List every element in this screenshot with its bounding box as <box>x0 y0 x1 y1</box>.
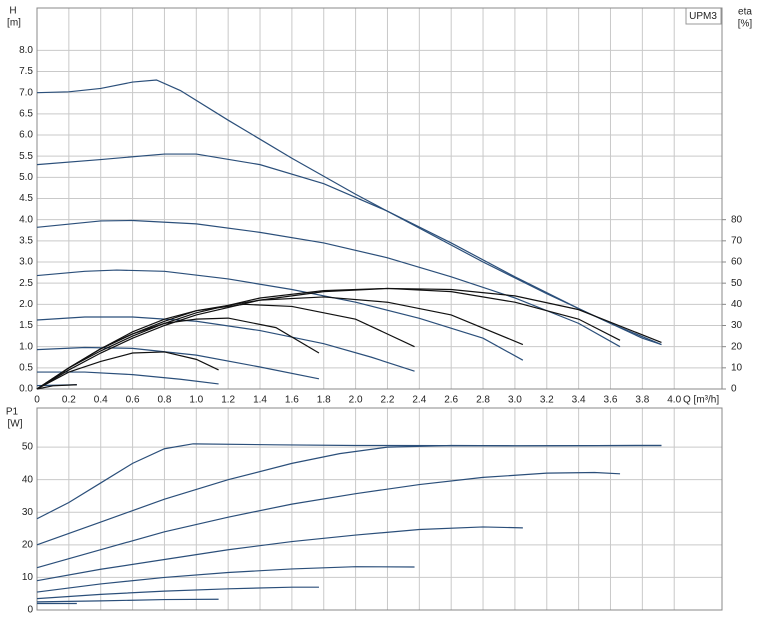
y-tick-label: 1.5 <box>19 320 33 331</box>
x-tick-label: 2.0 <box>349 395 363 406</box>
y-tick-label: 0.5 <box>19 362 33 373</box>
y2-tick-label: 40 <box>731 299 743 310</box>
y2-tick-label: 30 <box>731 320 743 331</box>
y-tick-label: 6.5 <box>19 108 33 119</box>
x-tick-label: 0.4 <box>94 395 108 406</box>
x-tick-label: 0.2 <box>62 395 76 406</box>
h-axis-label: H <box>9 6 16 17</box>
x-tick-label: 2.8 <box>476 395 490 406</box>
x-tick-label: 4.0 <box>667 395 681 406</box>
x-tick-label: 1.6 <box>285 395 299 406</box>
p1-axis-label: P1 <box>6 407 19 418</box>
y2-tick-label: 50 <box>731 278 743 289</box>
y-tick-label: 3.0 <box>19 257 33 268</box>
y-tick-label: 40 <box>22 474 34 485</box>
y-tick-label: 7.0 <box>19 87 33 98</box>
curve <box>36 471 621 569</box>
plot-frame <box>36 7 723 390</box>
y-tick-label: 0 <box>27 605 33 616</box>
x-tick-label: 1.4 <box>253 395 267 406</box>
x-tick-label: 3.2 <box>540 395 554 406</box>
y-tick-label: 10 <box>22 572 34 583</box>
curve <box>36 384 77 390</box>
y2-tick-label: 80 <box>731 214 743 225</box>
y2-tick-label: 0 <box>731 384 737 395</box>
x-tick-label: 0 <box>34 395 40 406</box>
x-tick-label: 3.0 <box>508 395 522 406</box>
eta-axis-label: eta <box>738 7 752 18</box>
y-tick-label: 50 <box>22 442 34 453</box>
plot-frame <box>36 407 723 611</box>
y-tick-label: 5.0 <box>19 172 33 183</box>
y2-tick-label: 60 <box>731 257 743 268</box>
y-tick-label: 20 <box>22 539 34 550</box>
x-tick-label: 1.8 <box>317 395 331 406</box>
curve <box>36 316 415 372</box>
curve <box>36 598 219 603</box>
curve <box>36 219 621 348</box>
x-tick-label: 2.4 <box>412 395 426 406</box>
y2-tick-label: 20 <box>731 341 743 352</box>
curve <box>36 269 524 361</box>
y-tick-label: 2.5 <box>19 278 33 289</box>
y-tick-label: 5.5 <box>19 151 33 162</box>
y2-tick-label: 10 <box>731 362 743 373</box>
curve <box>36 444 662 546</box>
x-tick-label: 1.0 <box>189 395 203 406</box>
y-tick-label: 4.0 <box>19 214 33 225</box>
x-tick-label: 0.6 <box>126 395 140 406</box>
x-axis-label: Q [m³/h] <box>683 395 719 406</box>
x-tick-label: 2.2 <box>381 395 395 406</box>
curve <box>36 317 320 390</box>
eta-axis-unit: [%] <box>738 19 753 30</box>
y-tick-label: 3.5 <box>19 235 33 246</box>
curve <box>36 566 415 593</box>
curve <box>36 351 219 390</box>
y-tick-label: 0.0 <box>19 384 33 395</box>
x-tick-label: 2.6 <box>444 395 458 406</box>
h-axis-unit: [m] <box>7 18 21 29</box>
p1-axis-unit: [W] <box>8 419 23 430</box>
y-tick-label: 7.5 <box>19 66 33 77</box>
y-tick-label: 30 <box>22 507 34 518</box>
model-label: UPM3 <box>689 11 717 22</box>
x-tick-label: 1.2 <box>221 395 235 406</box>
y-tick-label: 2.0 <box>19 299 33 310</box>
curve <box>36 287 621 390</box>
y-tick-label: 8.0 <box>19 45 33 56</box>
x-tick-label: 0.8 <box>157 395 171 406</box>
curve <box>36 586 319 600</box>
x-tick-label: 3.6 <box>604 395 618 406</box>
x-tick-label: 3.4 <box>572 395 586 406</box>
curve <box>36 526 523 582</box>
x-tick-label: 3.8 <box>635 395 649 406</box>
y-tick-label: 6.0 <box>19 130 33 141</box>
y2-tick-label: 70 <box>731 235 743 246</box>
y-tick-label: 4.5 <box>19 193 33 204</box>
curve <box>36 79 662 346</box>
y-tick-label: 1.0 <box>19 341 33 352</box>
